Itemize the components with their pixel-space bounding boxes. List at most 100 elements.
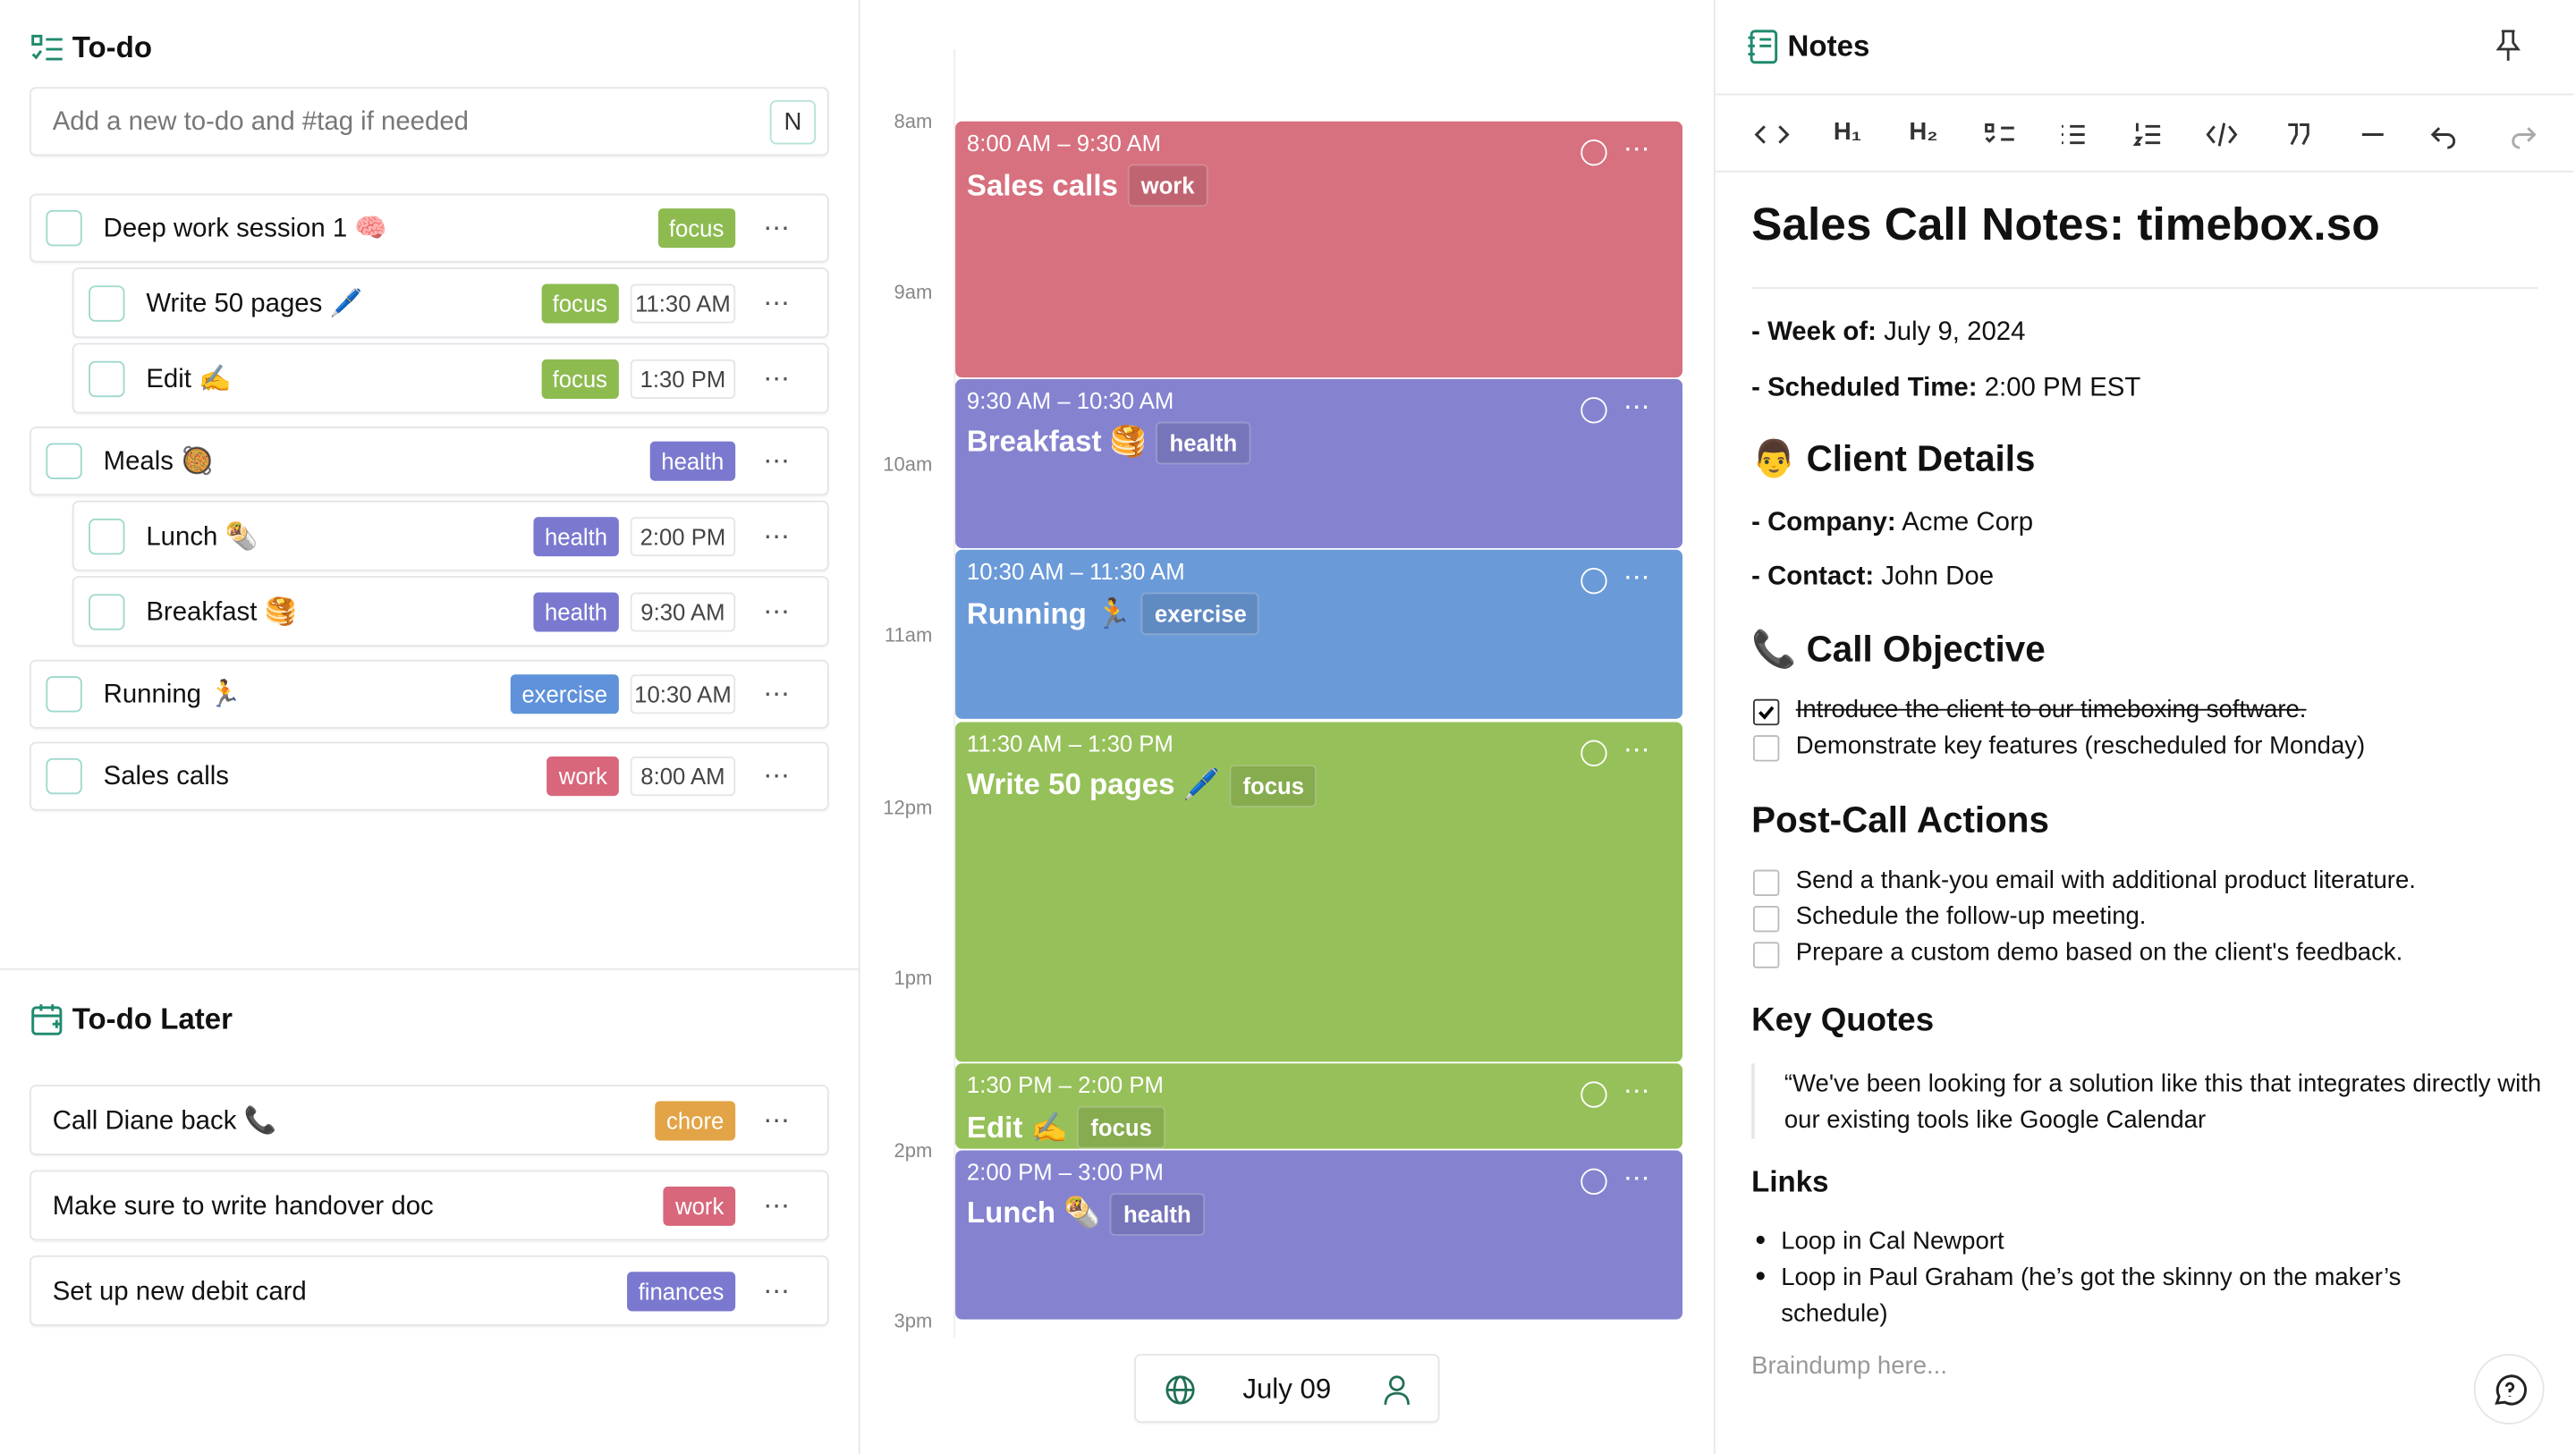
checkbox[interactable] (46, 757, 82, 795)
more-button[interactable]: ⋯ (1623, 136, 1650, 165)
note-checkbox[interactable] (1752, 698, 1780, 726)
tag: exercise (510, 674, 619, 714)
todo-title: To-do (72, 30, 153, 64)
todo-time: 1:30 PM (630, 358, 736, 399)
checkbox[interactable] (89, 284, 125, 321)
calendar-event[interactable]: 11:30 AM – 1:30 PM Write 50 pages 🖊️ focus… (955, 721, 1683, 1063)
user-icon[interactable] (1382, 1374, 1411, 1407)
more-button[interactable]: ⋯ (1623, 1164, 1650, 1193)
event-tag: focus (1077, 1106, 1165, 1150)
note-checkbox[interactable] (1752, 942, 1780, 968)
doc-title-rule (1751, 287, 2538, 289)
note-heading: Links (1751, 1164, 1829, 1198)
hour-label: 11am (884, 623, 933, 647)
braindump-placeholder[interactable]: Braindump here... (1751, 1352, 1947, 1381)
todo-item[interactable]: Make sure to write handover doc work ⋯ (30, 1170, 829, 1241)
later-icon (31, 1004, 63, 1036)
toolbar-h2[interactable]: H₂ (1909, 118, 1938, 147)
complete-button[interactable] (1580, 396, 1607, 423)
toolbar (1754, 123, 2537, 149)
bullet-list-icon[interactable] (2062, 124, 2085, 145)
bullet (1756, 1235, 1765, 1245)
todo-text: Running 🏃 (103, 681, 242, 709)
checkbox[interactable] (89, 518, 125, 554)
undo-icon[interactable] (2430, 127, 2456, 149)
more-button[interactable]: ⋯ (763, 522, 792, 551)
event-tag: health (1156, 420, 1250, 464)
shortcut-key: N (769, 99, 817, 145)
toolbar-h1[interactable]: H₁ (1833, 118, 1862, 147)
event-tag: focus (1229, 764, 1318, 807)
calendar-event[interactable]: 2:00 PM – 3:00 PM Lunch 🌯 health ⋯ (955, 1149, 1683, 1320)
complete-button[interactable] (1580, 739, 1607, 766)
toolbar-divider (1715, 170, 2574, 173)
calendar-event[interactable]: 1:30 PM – 2:00 PM Edit ✍️ focus ⋯ (955, 1063, 1683, 1150)
checkbox[interactable] (46, 676, 82, 713)
todo-time: 2:00 PM (630, 516, 736, 556)
complete-button[interactable] (1580, 568, 1607, 595)
more-button[interactable]: ⋯ (1623, 1078, 1650, 1107)
event-title: Breakfast 🥞 health (967, 420, 1250, 464)
event-tag: work (1127, 164, 1208, 207)
todo-item[interactable]: Meals 🥘 health ⋯ (30, 427, 829, 496)
more-button[interactable]: ⋯ (763, 1277, 792, 1306)
complete-button[interactable] (1580, 139, 1607, 166)
code-block-icon[interactable] (2206, 123, 2238, 147)
todo-text: Make sure to write handover doc (52, 1192, 434, 1221)
redo-icon[interactable] (2512, 127, 2537, 149)
more-button[interactable]: ⋯ (1623, 393, 1650, 421)
calendar-event[interactable]: 9:30 AM – 10:30 AM Breakfast 🥞 health ⋯ (955, 378, 1683, 549)
more-button[interactable]: ⋯ (763, 215, 792, 243)
note-value: Acme Corp (1902, 508, 2034, 537)
chat-button[interactable] (2473, 1354, 2545, 1424)
todo-item[interactable]: Running 🏃 10:30 AM exercise ⋯ (30, 659, 829, 729)
checkbox[interactable] (89, 359, 125, 397)
note-checkbox[interactable] (1752, 735, 1780, 762)
more-button[interactable]: ⋯ (763, 1192, 792, 1221)
more-button[interactable]: ⋯ (1623, 564, 1650, 593)
todo-item[interactable]: Sales calls 8:00 AM work ⋯ (30, 741, 829, 811)
todo-item[interactable]: Breakfast 🥞 9:30 AM health ⋯ (72, 576, 829, 647)
todo-item[interactable]: Edit ✍️ 1:30 PM focus ⋯ (72, 342, 829, 414)
hour-label: 3pm (894, 1309, 933, 1333)
note-label: - Scheduled Time: (1751, 374, 1978, 402)
todo-item[interactable]: Lunch 🌯 2:00 PM health ⋯ (72, 500, 829, 571)
pin-icon[interactable] (2496, 30, 2521, 63)
more-button[interactable]: ⋯ (763, 1106, 792, 1136)
note-checkbox[interactable] (1752, 869, 1780, 897)
more-button[interactable]: ⋯ (763, 365, 792, 393)
more-button[interactable]: ⋯ (763, 763, 792, 791)
code-icon[interactable] (1754, 125, 1790, 144)
new-todo-input[interactable]: Add a new to-do and #tag if needed N (30, 87, 829, 156)
calendar-event[interactable]: 8:00 AM – 9:30 AM Sales calls work ⋯ (955, 121, 1683, 377)
todo-item[interactable]: Call Diane back 📞 chore ⋯ (30, 1085, 829, 1155)
todo-item[interactable]: Write 50 pages 🖊️ 11:30 AM focus ⋯ (72, 267, 829, 339)
complete-button[interactable] (1580, 1167, 1607, 1195)
note-value: John Doe (1881, 562, 1995, 591)
globe-icon[interactable] (1164, 1374, 1197, 1407)
note-value: 2:00 PM EST (1984, 374, 2141, 402)
todo-item[interactable]: Set up new debit card finances ⋯ (30, 1255, 829, 1326)
checkbox[interactable] (46, 443, 82, 479)
todo-time: 9:30 AM (630, 591, 736, 631)
note-checkbox[interactable] (1752, 906, 1780, 933)
quote-icon[interactable] (2288, 123, 2309, 146)
more-button[interactable]: ⋯ (763, 681, 792, 709)
ordered-list-icon[interactable] (2132, 123, 2161, 146)
todo-item[interactable]: Deep work session 1 🧠 focus ⋯ (30, 193, 829, 263)
checklist-icon[interactable] (1985, 123, 2014, 143)
task-text: Introduce the client to our timeboxing s… (1795, 696, 2307, 724)
more-button[interactable]: ⋯ (763, 448, 792, 477)
link-text[interactable]: Loop in Cal Newport (1781, 1227, 2004, 1255)
hour-label: 8am (894, 109, 933, 133)
hour-label: 1pm (894, 967, 933, 990)
checkbox[interactable] (46, 209, 82, 247)
more-button[interactable]: ⋯ (763, 597, 792, 627)
more-button[interactable]: ⋯ (1623, 736, 1650, 765)
date-label[interactable]: July 09 (1242, 1374, 1332, 1405)
more-button[interactable]: ⋯ (763, 289, 792, 318)
checkbox[interactable] (89, 593, 125, 630)
complete-button[interactable] (1580, 1082, 1607, 1109)
calendar-event[interactable]: 10:30 AM – 11:30 AM Running 🏃 exercise ⋯ (955, 549, 1683, 720)
link-text[interactable]: Loop in Paul Graham (he’s got the skinny… (1781, 1264, 2402, 1328)
